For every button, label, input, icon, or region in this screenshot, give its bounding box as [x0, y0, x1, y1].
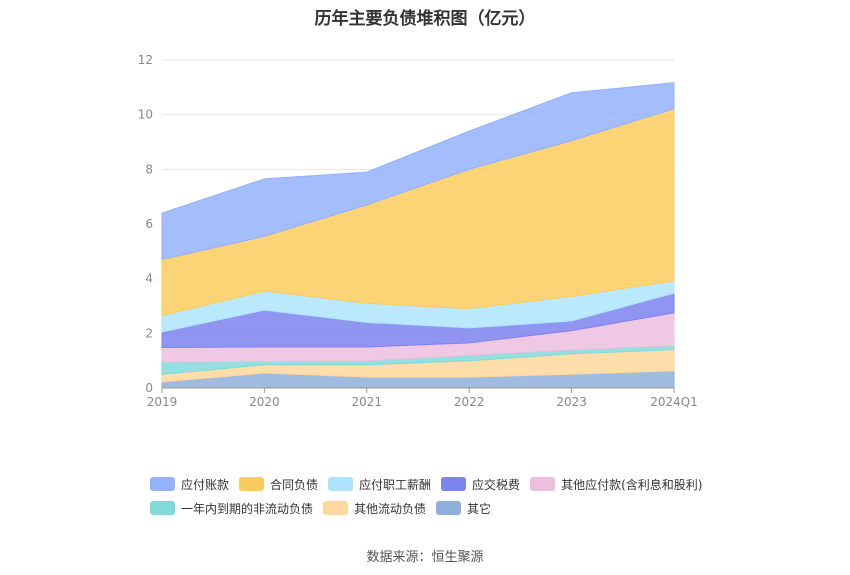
legend-item[interactable]: 应付账款	[150, 476, 229, 493]
legend-item[interactable]: 一年内到期的非流动负债	[150, 500, 313, 517]
legend-label: 应付账款	[181, 477, 230, 492]
legend-item[interactable]: 其他应付款(含利息和股利)	[530, 476, 702, 493]
x-tick-label: 2020	[249, 395, 280, 409]
data-source-note: 数据来源：恒生聚源	[366, 550, 484, 565]
legend-swatch	[530, 477, 556, 491]
legend-label: 合同负债	[270, 477, 319, 492]
legend-label: 其它	[467, 501, 492, 516]
legend-swatch	[323, 501, 349, 515]
legend-item[interactable]: 应付职工薪酬	[328, 476, 431, 493]
x-tick-label: 2022	[454, 395, 485, 409]
legend-label: 其他应付款(含利息和股利)	[561, 477, 703, 492]
x-tick-label: 2021	[352, 395, 383, 409]
legend: 应付账款 合同负债 应付职工薪酬 应交税费 其他应付款(含利息和股利) 一年内到期的非流动…	[150, 472, 750, 520]
x-tick-label: 2023	[556, 395, 587, 409]
legend-item[interactable]: 合同负债	[239, 476, 318, 493]
y-tick-label: 6	[145, 217, 153, 231]
area-series-7	[161, 82, 675, 261]
x-tick-label: 2024Q1	[650, 395, 698, 409]
legend-row: 一年内到期的非流动负债 其他流动负债 其它	[150, 496, 750, 520]
x-tick-label: 2019	[147, 395, 178, 409]
legend-label: 一年内到期的非流动负债	[181, 501, 314, 516]
y-tick-label: 0	[145, 381, 153, 395]
legend-label: 应交税费	[472, 477, 521, 492]
legend-swatch	[441, 477, 467, 491]
legend-item[interactable]: 其它	[436, 500, 491, 517]
y-tick-label: 2	[145, 326, 153, 340]
legend-swatch	[150, 477, 175, 491]
chart-title: 历年主要负债堆积图（亿元）	[314, 9, 536, 29]
legend-swatch	[436, 501, 462, 515]
y-tick-label: 8	[145, 162, 153, 176]
legend-label: 应付职工薪酬	[359, 477, 432, 492]
area-series	[161, 82, 675, 389]
legend-swatch	[328, 477, 354, 491]
y-tick-label: 4	[145, 272, 153, 286]
legend-label: 其他流动负债	[354, 501, 427, 516]
legend-item[interactable]: 应交税费	[441, 476, 520, 493]
y-tick-label: 10	[138, 108, 153, 122]
legend-swatch	[150, 501, 175, 515]
legend-row: 应付账款 合同负债 应付职工薪酬 应交税费 其他应付款(含利息和股利)	[150, 472, 750, 496]
y-tick-label: 12	[138, 53, 153, 67]
legend-swatch	[239, 477, 265, 491]
legend-item[interactable]: 其他流动负债	[323, 500, 426, 517]
axes: 0 2 4 6 8 10 12 2019 2020 2021 2022 2023 2024Q1	[138, 53, 698, 409]
